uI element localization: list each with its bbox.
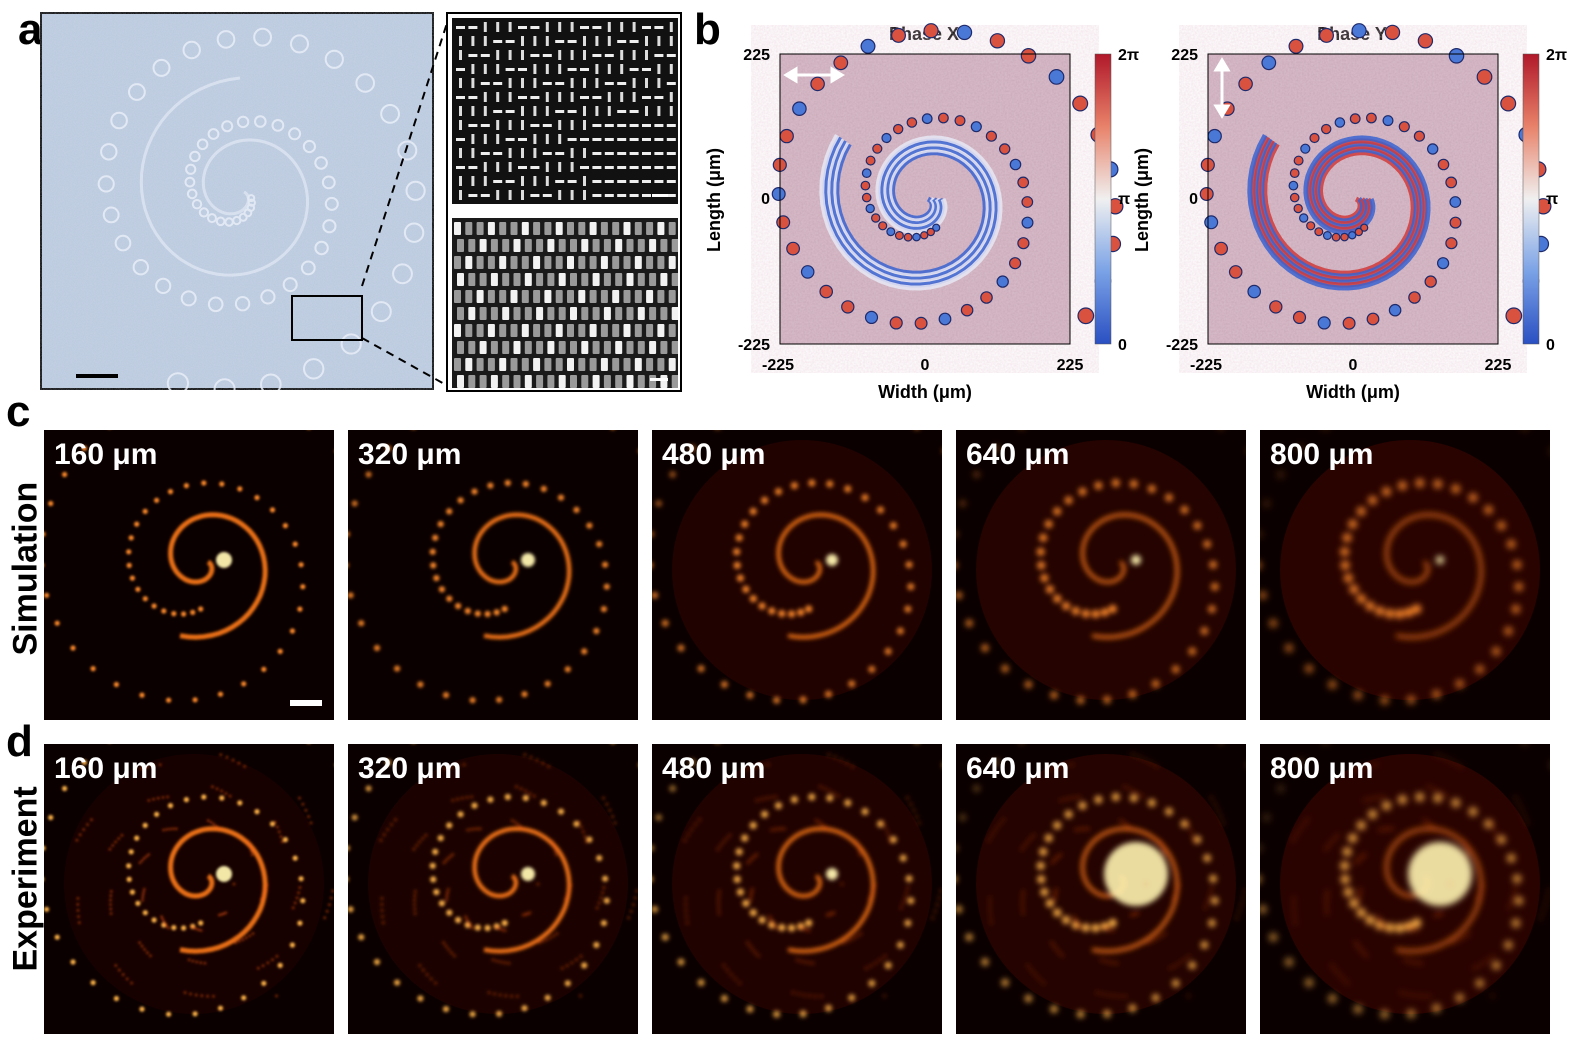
x-axis-label: Width (μm) — [1306, 382, 1400, 402]
y-axis-label: Length (μm) — [704, 148, 724, 252]
intensity-map — [44, 445, 306, 703]
distance-label: 800 μm — [1270, 752, 1374, 785]
phase-x-plot: Phase X 225 0 -225 -225 0 225 Width (μm)… — [704, 23, 1139, 402]
x-tick-right: 225 — [1057, 357, 1084, 374]
sem-frame — [446, 12, 682, 392]
intensity-map — [1260, 744, 1550, 1019]
zoom-lines — [361, 19, 449, 387]
distance-label: 320 μm — [358, 752, 462, 785]
cbar-tick-2pi: 2π — [1118, 47, 1139, 64]
experiment-tile-3: 480 μm — [652, 744, 942, 1034]
experiment-tile-5: 800 μm — [1260, 744, 1550, 1034]
simulation-tile-2: 320 μm — [348, 430, 638, 720]
simulation-tile-1: 160 μm — [44, 430, 334, 720]
x-tick-left: -225 — [762, 357, 794, 374]
colorbar — [1522, 53, 1540, 345]
simulation-tile-5: 800 μm — [1260, 430, 1550, 720]
simulation-tile-3: 480 μm — [652, 430, 942, 720]
row-label-experiment: Experiment — [6, 786, 45, 972]
scale-bar — [76, 374, 118, 378]
intensity-map — [956, 430, 1246, 705]
phase-x-title: Phase X — [889, 24, 959, 44]
distance-label: 480 μm — [662, 752, 766, 785]
y-tick-top: 225 — [1171, 47, 1198, 64]
polarization-arrow-horizontal — [783, 66, 845, 84]
zoom-box — [291, 295, 363, 341]
intensity-map — [1260, 430, 1550, 705]
sem-tilted-view — [452, 218, 678, 388]
distance-label: 160 μm — [54, 752, 158, 785]
cbar-tick-0: 0 — [1546, 337, 1555, 354]
colorbar — [1094, 53, 1112, 345]
panel-label-b: b — [694, 5, 721, 54]
cbar-tick-0: 0 — [1118, 337, 1127, 354]
y-axis-label: Length (μm) — [1132, 148, 1152, 252]
intensity-map — [348, 744, 638, 1018]
y-tick-top: 225 — [743, 47, 770, 64]
intensity-map — [44, 753, 334, 1017]
polarization-arrow-vertical — [1213, 57, 1231, 119]
y-tick-mid: 0 — [761, 191, 770, 208]
distance-label: 160 μm — [54, 438, 158, 471]
x-tick-mid: 0 — [1349, 357, 1358, 374]
sem-top-view — [452, 18, 678, 204]
cbar-tick-2pi: 2π — [1546, 47, 1567, 64]
optical-micrograph — [40, 12, 434, 390]
distance-label: 320 μm — [358, 438, 462, 471]
x-tick-mid: 0 — [921, 357, 930, 374]
experiment-tile-2: 320 μm — [348, 744, 638, 1034]
intensity-map — [956, 744, 1246, 1019]
x-axis-label: Width (μm) — [878, 382, 972, 402]
y-tick-bottom: -225 — [1166, 337, 1198, 354]
intensity-map — [348, 430, 614, 704]
cbar-tick-pi: π — [1118, 191, 1130, 208]
y-tick-bottom: -225 — [738, 337, 770, 354]
panel-label-a: a — [18, 5, 43, 54]
phase-y-plot: Phase Y 225 0 -225 -225 0 225 Width (μm)… — [1132, 23, 1567, 402]
phase-y-title: Phase Y — [1317, 24, 1387, 44]
cbar-tick-pi: π — [1546, 191, 1558, 208]
experiment-tile-4: 640 μm — [956, 744, 1246, 1034]
distance-label: 640 μm — [966, 752, 1070, 785]
scale-bar — [290, 700, 322, 706]
y-tick-mid: 0 — [1189, 191, 1198, 208]
x-tick-left: -225 — [1190, 357, 1222, 374]
x-tick-right: 225 — [1485, 357, 1512, 374]
intensity-map — [652, 744, 942, 1018]
intensity-map — [652, 430, 942, 704]
distance-label: 480 μm — [662, 438, 766, 471]
panel-label-d: d — [6, 717, 33, 766]
panel-label-c: c — [6, 387, 31, 436]
distance-label: 800 μm — [1270, 438, 1374, 471]
distance-label: 640 μm — [966, 438, 1070, 471]
row-label-simulation: Simulation — [6, 481, 45, 656]
experiment-tile-1: 160 μm — [44, 744, 334, 1034]
simulation-tile-4: 640 μm — [956, 430, 1246, 720]
